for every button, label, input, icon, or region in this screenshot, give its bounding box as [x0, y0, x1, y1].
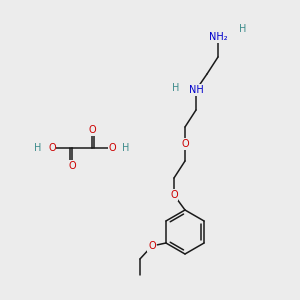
Text: H: H	[239, 24, 247, 34]
Text: O: O	[48, 143, 56, 153]
Text: H: H	[34, 143, 42, 153]
Text: O: O	[108, 143, 116, 153]
Text: O: O	[148, 241, 156, 251]
Text: O: O	[181, 139, 189, 149]
Text: O: O	[170, 190, 178, 200]
Text: NH₂: NH₂	[209, 32, 227, 42]
Text: H: H	[172, 83, 180, 93]
Text: H: H	[122, 143, 130, 153]
Text: NH: NH	[189, 85, 203, 95]
Text: O: O	[88, 125, 96, 135]
Text: O: O	[68, 161, 76, 171]
